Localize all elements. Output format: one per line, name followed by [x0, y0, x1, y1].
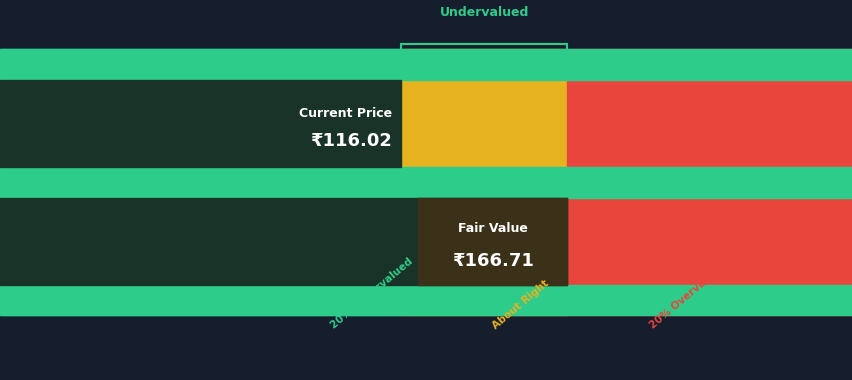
Text: 20% Overvalued: 20% Overvalued	[648, 261, 728, 331]
Text: 20% Undervalued: 20% Undervalued	[328, 256, 414, 331]
Text: Undervalued: Undervalued	[439, 6, 528, 19]
Text: Current Price: Current Price	[299, 106, 392, 120]
Text: ₹166.71: ₹166.71	[452, 252, 532, 269]
Bar	[0, 49, 852, 80]
Bar	[0, 49, 400, 315]
Text: About Right: About Right	[490, 278, 550, 331]
Bar	[0, 80, 400, 167]
Bar	[0, 285, 852, 315]
Bar	[0, 167, 852, 198]
Bar	[417, 198, 567, 285]
Bar	[567, 49, 852, 315]
Bar	[0, 198, 567, 285]
Text: Fair Value: Fair Value	[458, 222, 527, 235]
Bar	[400, 49, 567, 315]
Text: ₹116.02: ₹116.02	[310, 132, 392, 150]
